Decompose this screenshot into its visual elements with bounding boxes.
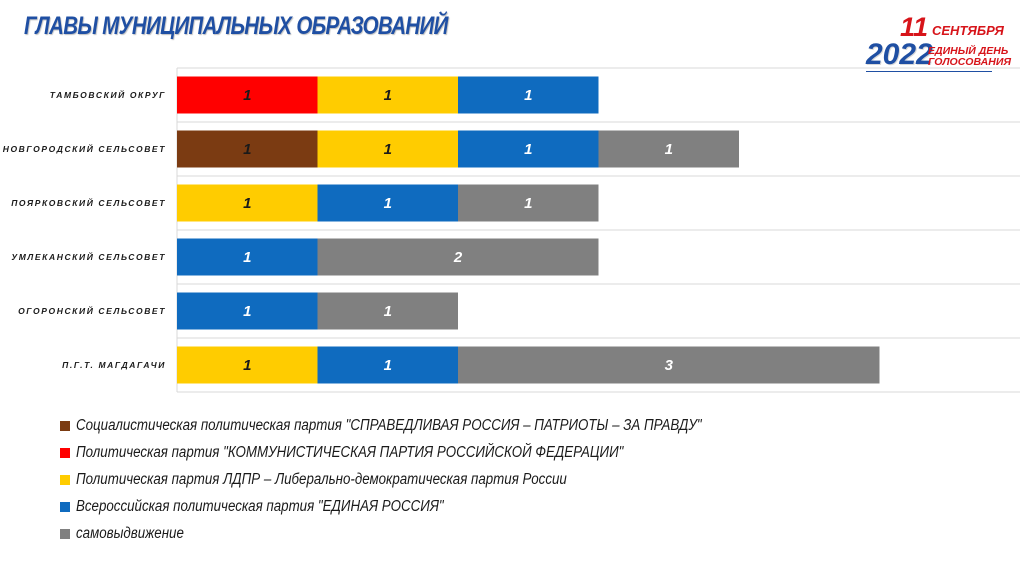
legend-item-kprf: Политическая партия "КОММУНИСТИЧЕСКАЯ ПА… bbox=[60, 439, 803, 466]
data-label: 1 bbox=[243, 195, 251, 212]
bar-segment-self bbox=[458, 184, 599, 222]
bar-segment-self bbox=[317, 238, 599, 276]
legend-label: Всероссийская политическая партия "ЕДИНА… bbox=[76, 497, 444, 515]
legend-label: самовыдвижение bbox=[76, 524, 184, 542]
category-label: ОГОРОНСКИЙ СЕЛЬСОВЕТ bbox=[18, 305, 166, 316]
category-label: П.Г.Т. МАГДАГАЧИ bbox=[62, 360, 166, 370]
logo-month: СЕНТЯБРЯ bbox=[932, 23, 1004, 38]
bar-segment-sr bbox=[177, 130, 318, 168]
bar-segment-er bbox=[317, 184, 458, 222]
logo-year: 2022 bbox=[866, 38, 933, 71]
logo-underline bbox=[866, 71, 992, 72]
category-label: УМЛЕКАНСКИЙ СЕЛЬСОВЕТ bbox=[11, 251, 166, 262]
bar-segment-ldpr bbox=[317, 130, 458, 168]
legend-item-sr: Социалистическая политическая партия "СП… bbox=[60, 412, 803, 439]
legend-swatch bbox=[60, 447, 70, 458]
page-title: ГЛАВЫ МУНИЦИПАЛЬНЫХ ОБРАЗОВАНИЙ bbox=[24, 12, 448, 40]
data-label: 1 bbox=[524, 141, 532, 158]
data-label: 1 bbox=[384, 303, 392, 320]
legend-label: Политическая партия ЛДПР – Либерально-де… bbox=[76, 470, 567, 488]
bar-segment-ldpr bbox=[177, 184, 318, 222]
bar-segment-er bbox=[177, 292, 318, 330]
data-label: 3 bbox=[665, 357, 674, 374]
legend-label: Политическая партия "КОММУНИСТИЧЕСКАЯ ПА… bbox=[76, 443, 624, 461]
election-day-logo: 11 СЕНТЯБРЯ 2022 ЕДИНЫЙ ДЕНЬ ГОЛОСОВАНИЯ bbox=[862, 12, 1011, 74]
chart-legend: Социалистическая политическая партия "СП… bbox=[60, 412, 803, 547]
bar-segment-kprf bbox=[177, 76, 318, 114]
legend-swatch bbox=[60, 420, 70, 431]
data-label: 1 bbox=[243, 249, 251, 266]
legend-label: Социалистическая политическая партия "СП… bbox=[76, 416, 702, 434]
bar-segment-ldpr bbox=[317, 76, 458, 114]
data-label: 1 bbox=[524, 195, 532, 212]
data-label: 1 bbox=[243, 87, 251, 104]
legend-swatch bbox=[60, 474, 70, 485]
logo-day: 11 bbox=[900, 12, 929, 42]
category-label: НОВГОРОДСКИЙ СЕЛЬСОВЕТ bbox=[3, 143, 166, 154]
bar-segment-ldpr bbox=[177, 346, 318, 384]
data-label: 1 bbox=[524, 87, 532, 104]
legend-item-er: Всероссийская политическая партия "ЕДИНА… bbox=[60, 493, 803, 520]
bar-segment-er bbox=[458, 130, 599, 168]
data-label: 1 bbox=[243, 141, 251, 158]
bar-segment-self bbox=[317, 292, 458, 330]
category-label: ПОЯРКОВСКИЙ СЕЛЬСОВЕТ bbox=[11, 197, 166, 208]
logo-subtitle-line2: ГОЛОСОВАНИЯ bbox=[928, 56, 1012, 68]
data-label: 1 bbox=[243, 357, 251, 374]
legend-item-self: самовыдвижение bbox=[60, 520, 803, 547]
data-label: 1 bbox=[384, 141, 392, 158]
category-label: ТАМБОВСКИЙ ОКРУГ bbox=[50, 89, 166, 100]
data-label: 1 bbox=[665, 141, 673, 158]
bar-segment-er bbox=[177, 238, 318, 276]
legend-swatch bbox=[60, 501, 70, 512]
bar-segment-self bbox=[458, 346, 880, 384]
logo-subtitle-line1: ЕДИНЫЙ ДЕНЬ bbox=[928, 45, 1009, 57]
bar-segment-er bbox=[458, 76, 599, 114]
data-label: 1 bbox=[384, 87, 392, 104]
data-label: 1 bbox=[384, 195, 392, 212]
data-label: 1 bbox=[243, 303, 251, 320]
legend-item-ldpr: Политическая партия ЛДПР – Либерально-де… bbox=[60, 466, 803, 493]
bar-segment-self bbox=[598, 130, 739, 168]
bar-segment-er bbox=[317, 346, 458, 384]
legend-swatch bbox=[60, 528, 70, 539]
stacked-bar-chart: ТАМБОВСКИЙ ОКРУГ 1 1 1 НОВГОРОДСКИЙ СЕЛЬСОВЕ… bbox=[3, 67, 1020, 393]
data-label: 1 bbox=[384, 357, 392, 374]
data-label: 2 bbox=[453, 249, 463, 266]
